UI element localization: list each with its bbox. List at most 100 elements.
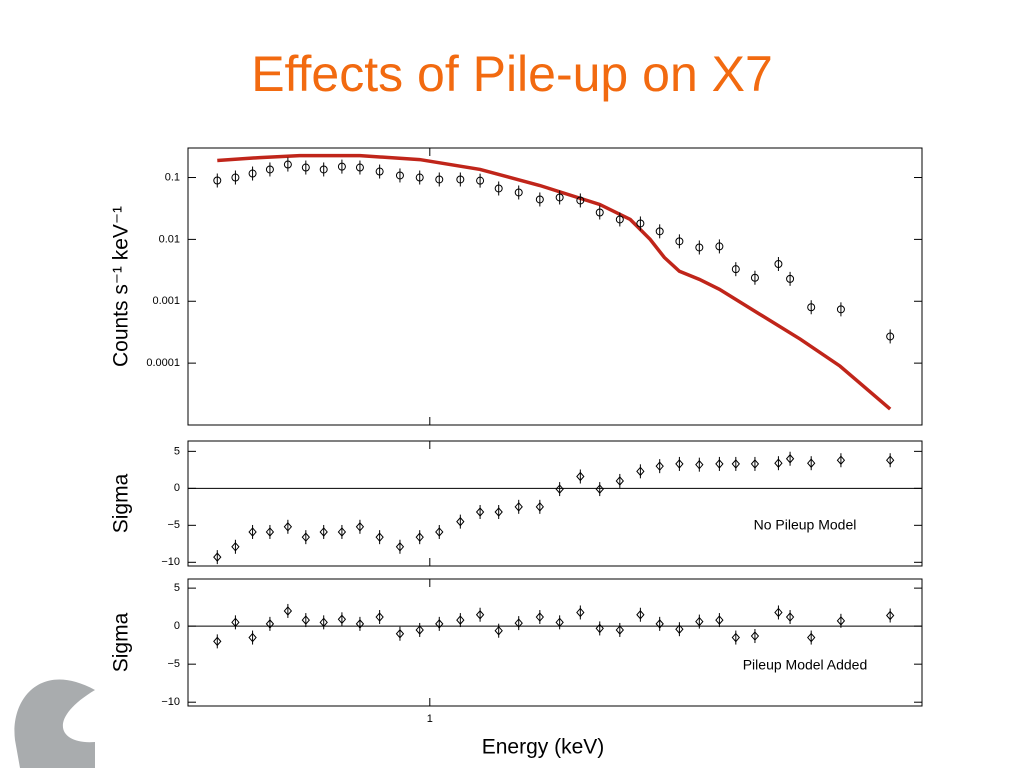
data-point <box>337 614 347 625</box>
data-point <box>786 274 795 283</box>
y-tick-label: 0.1 <box>165 171 180 183</box>
slide-title: Effects of Pile-up on X7 <box>251 46 773 102</box>
data-point <box>265 619 275 629</box>
data-point <box>636 219 645 228</box>
data-point <box>475 507 485 517</box>
data-point <box>535 195 544 204</box>
data-point <box>415 625 424 635</box>
data-point <box>675 624 684 634</box>
data-point <box>475 609 485 620</box>
data-point <box>265 165 274 174</box>
data-point <box>555 617 564 628</box>
data-point <box>301 615 310 625</box>
x-axis-label: Energy (keV) <box>482 736 605 759</box>
data-point <box>695 243 704 252</box>
plot-frame <box>187 578 923 707</box>
data-point <box>213 176 222 185</box>
data-point <box>415 173 424 182</box>
data-point <box>774 458 783 468</box>
data-point <box>248 527 257 537</box>
data-point <box>283 160 292 169</box>
y-axis-label: Counts s⁻¹ keV⁻¹ <box>110 206 133 367</box>
data-point <box>395 542 405 552</box>
data-point <box>248 632 257 643</box>
data-point <box>836 616 846 626</box>
data-point <box>715 459 724 469</box>
data-point <box>415 532 424 542</box>
y-tick-label: 5 <box>174 582 180 594</box>
data-point <box>319 617 328 628</box>
data-point <box>456 175 465 184</box>
data-point <box>886 610 895 621</box>
data-point <box>576 607 585 618</box>
plot-frame <box>187 147 923 426</box>
data-point <box>375 612 384 622</box>
data-point <box>695 459 704 470</box>
data-point <box>213 552 222 562</box>
data-point <box>774 260 783 269</box>
data-point <box>615 625 624 635</box>
data-point <box>715 615 724 625</box>
data-point <box>731 632 740 643</box>
y-axis-label: Sigma <box>110 473 133 533</box>
data-point <box>494 507 503 517</box>
data-point <box>319 165 328 174</box>
data-point <box>836 305 845 314</box>
y-tick-label: −10 <box>161 696 180 708</box>
data-point <box>375 167 384 176</box>
data-point <box>655 619 664 629</box>
data-point <box>535 612 545 622</box>
data-point <box>636 609 645 620</box>
data-point <box>655 461 664 471</box>
data-point <box>785 612 795 622</box>
x-tick-label: 1 <box>427 713 433 725</box>
data-point <box>456 516 465 527</box>
data-point <box>595 208 604 217</box>
data-point <box>494 184 503 193</box>
y-tick-label: 0.01 <box>159 233 180 245</box>
data-point <box>555 484 564 494</box>
data-point <box>750 459 760 469</box>
data-point <box>283 606 293 616</box>
data-point <box>494 625 503 636</box>
data-point <box>395 628 405 639</box>
logo <box>14 679 95 768</box>
data-point <box>615 476 624 486</box>
data-point <box>807 632 816 643</box>
data-point <box>595 484 604 494</box>
data-point <box>476 176 485 185</box>
data-point <box>319 527 328 537</box>
y-tick-label: 0 <box>174 620 180 632</box>
data-point <box>248 169 257 178</box>
data-point <box>655 227 664 236</box>
annotation: Pileup Model Added <box>743 657 868 673</box>
data-point <box>750 273 759 282</box>
data-point <box>435 619 444 629</box>
data-point <box>731 265 740 274</box>
data-point <box>836 455 846 465</box>
y-tick-label: −5 <box>167 658 180 670</box>
data-point <box>435 527 444 537</box>
y-tick-label: −10 <box>161 556 180 568</box>
y-tick-label: −5 <box>167 519 180 531</box>
y-tick-label: 0.0001 <box>146 357 180 369</box>
data-point <box>750 631 760 641</box>
data-point <box>355 522 365 532</box>
data-point <box>355 163 364 172</box>
data-point <box>695 616 704 627</box>
data-point <box>456 615 465 625</box>
data-point <box>731 459 740 469</box>
y-tick-label: 0 <box>174 482 180 494</box>
data-point <box>886 455 895 465</box>
data-point <box>375 532 384 542</box>
data-point <box>301 532 310 542</box>
data-point <box>395 171 404 180</box>
data-point <box>774 607 783 618</box>
data-point <box>886 332 895 341</box>
data-point <box>435 175 444 184</box>
data-point <box>675 459 684 469</box>
data-point <box>807 303 816 312</box>
data-point <box>576 471 585 482</box>
data-point <box>636 466 645 477</box>
